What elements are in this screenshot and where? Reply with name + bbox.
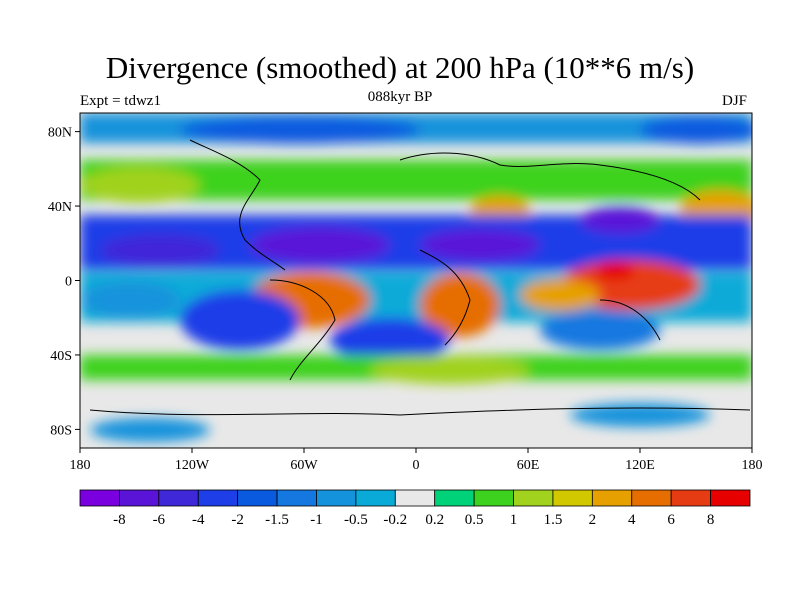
colorbar-swatch [394,489,436,507]
colorbar-label: -0.2 [383,512,407,528]
colorbar-label: 2 [589,512,597,528]
y-tick-label: 80S [50,423,72,438]
chart-title: Divergence (smoothed) at 200 hPa (10**6 … [105,50,695,85]
colorbar-swatch [276,489,317,507]
y-tick-label: 40S [50,349,72,364]
colorbar-label: -2 [231,512,244,528]
colorbar-swatch [316,489,357,507]
colorbar-label: -8 [113,512,126,528]
colorbar-label: -1 [310,512,323,528]
colorbar-label: 4 [628,512,636,528]
colorbar-label: -4 [192,512,205,528]
x-tick-label: 180 [70,458,91,473]
period-label: 088kyr BP [367,89,433,105]
colorbar: -8 -6 -4 -2 -1.5 -1 -0.5 -0.2 0.2 0.5 1 1.5 2 4 6 8 [79,489,751,528]
y-tick-label: 80N [48,126,72,141]
colorbar-swatch [473,489,514,507]
colorbar-label: -0.5 [344,512,368,528]
colorbar-label: 8 [707,512,715,528]
colorbar-label: 0.5 [465,512,484,528]
colorbar-label: -6 [153,512,166,528]
colorbar-swatch [119,489,160,507]
colorbar-swatch [434,489,475,507]
season-label: DJF [722,93,748,109]
y-tick-label: 0 [65,275,72,290]
y-axis: 80N 40N 0 40S 80S [48,126,80,438]
colorbar-label: 6 [667,512,675,528]
x-tick-label: 0 [413,458,420,473]
colorbar-label: 1.5 [544,512,563,528]
colorbar-swatch [158,489,199,507]
colorbar-label: 0.2 [425,512,444,528]
x-tick-label: 60E [517,458,540,473]
colorbar-swatch [591,489,633,507]
colorbar-swatch [513,489,554,507]
x-tick-label: 60W [290,458,318,473]
y-tick-label: 40N [48,200,72,215]
colorbar-swatch [79,489,120,507]
colorbar-swatch [670,489,711,507]
colorbar-swatch [552,489,593,507]
x-tick-label: 120W [175,458,210,473]
colorbar-swatch [710,489,751,507]
colorbar-label: 1 [510,512,518,528]
coastlines [89,139,751,416]
x-tick-label: 180 [742,458,763,473]
colorbar-swatch [197,489,239,507]
colorbar-swatch [237,489,278,507]
colorbar-swatch [631,489,672,507]
x-tick-label: 120E [625,458,655,473]
divergence-field [80,113,752,448]
experiment-label: Expt = tdwz1 [80,93,161,109]
x-axis: 180 120W 60W 0 60E 120E 180 [70,448,763,473]
colorbar-swatch [355,489,396,507]
colorbar-label: -1.5 [265,512,289,528]
